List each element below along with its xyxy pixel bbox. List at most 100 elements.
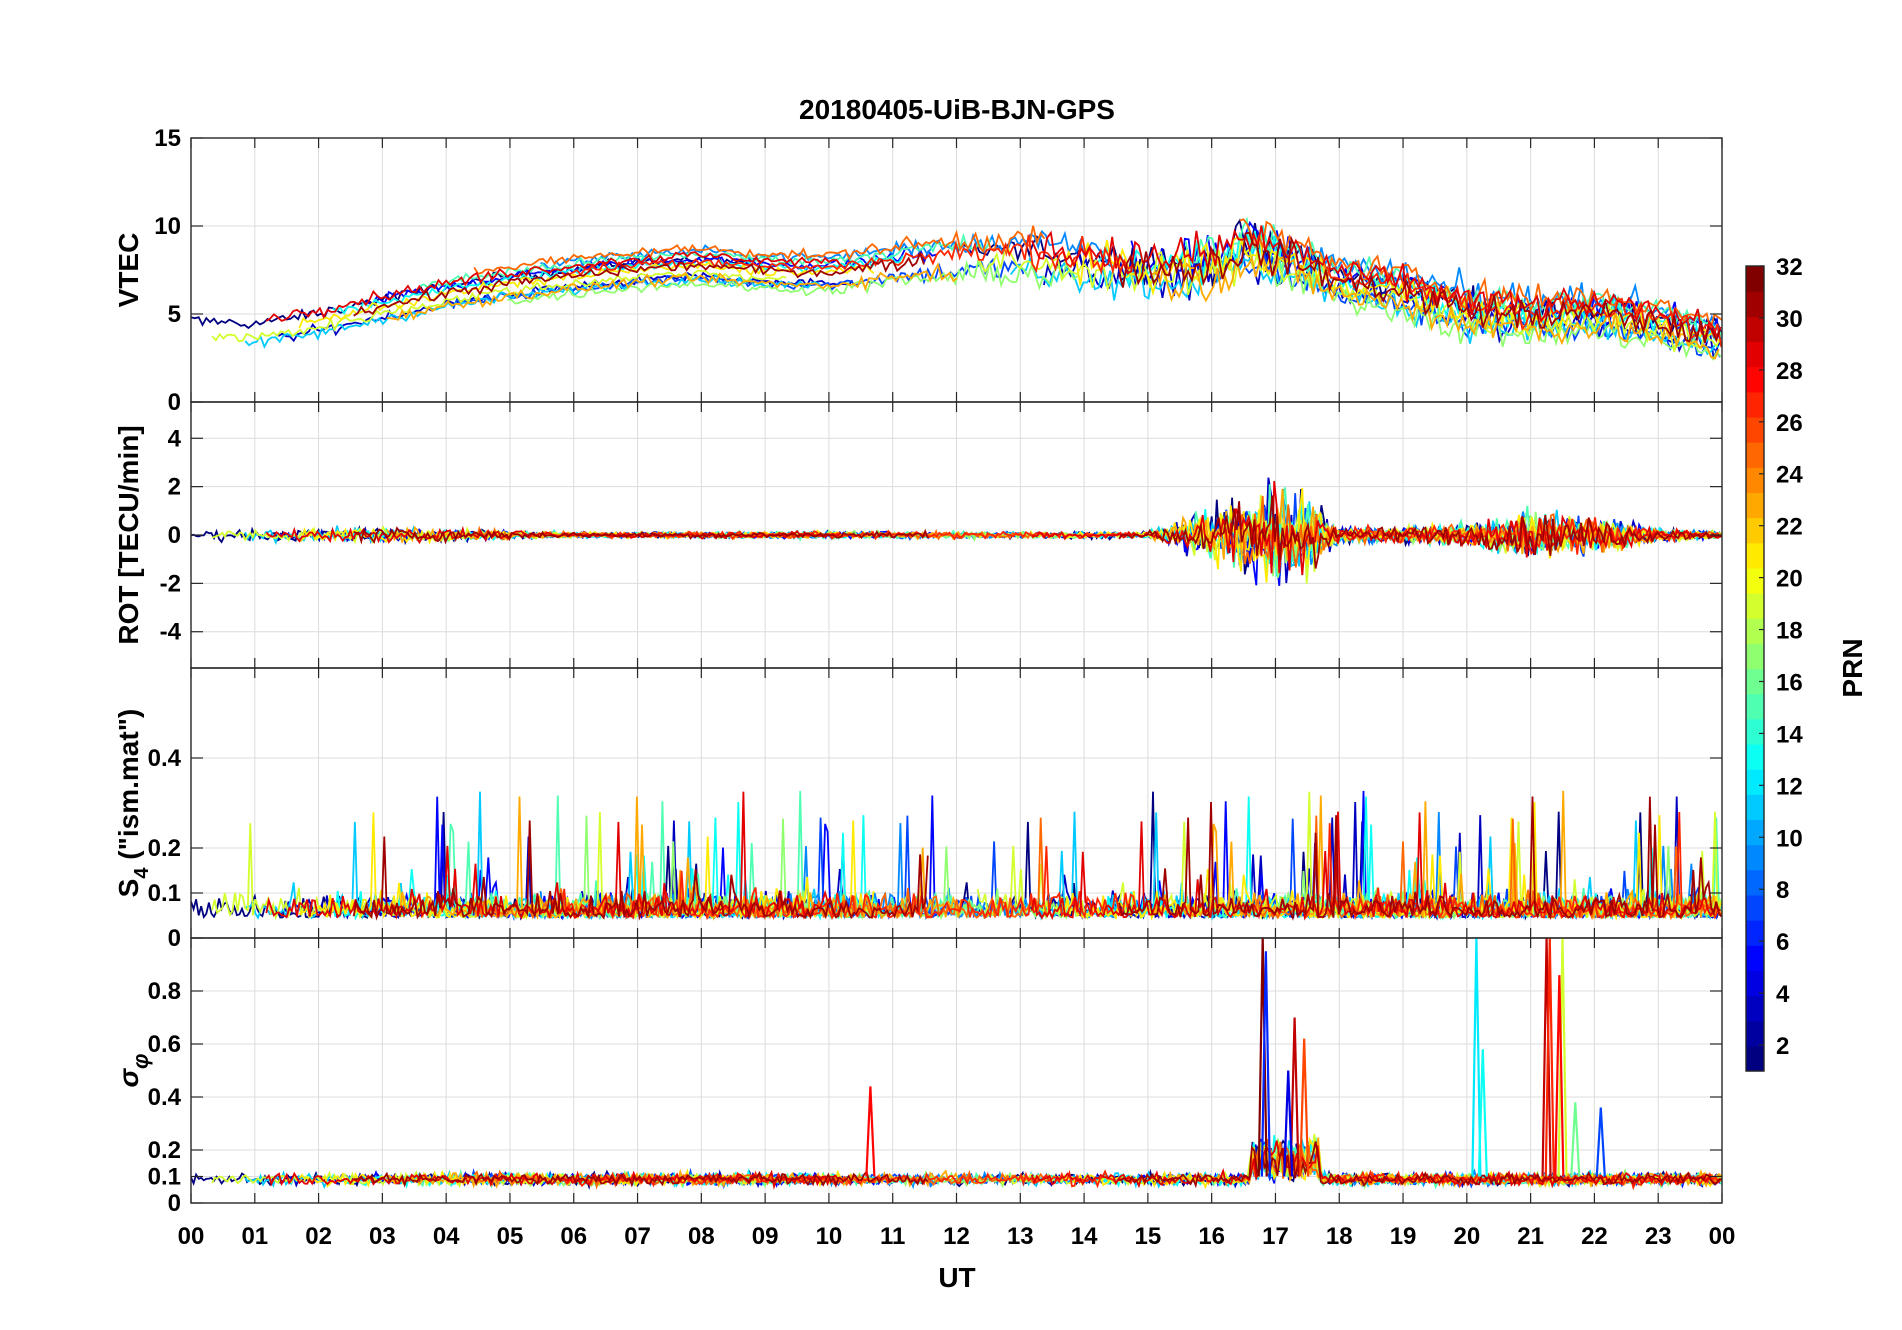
y-axis-label-vtec: VTEC <box>113 233 144 308</box>
colorbar-tick-label: 2 <box>1776 1033 1789 1060</box>
grid <box>191 137 1722 403</box>
colorbar-tick-label: 18 <box>1776 618 1803 645</box>
colorbar-tick-label: 12 <box>1776 773 1803 800</box>
y-tick-label: 0.4 <box>148 1084 182 1111</box>
x-tick-label: 13 <box>1007 1223 1034 1250</box>
y-tick-label: 10 <box>154 213 181 240</box>
colorbar-band <box>1746 643 1764 670</box>
colorbar-tick-label: 20 <box>1776 566 1803 593</box>
series-prn-29 <box>265 225 1722 340</box>
x-tick-label: 04 <box>433 1223 460 1250</box>
colorbar-tick-label: 30 <box>1776 306 1803 333</box>
x-tick-label: 21 <box>1517 1223 1544 1250</box>
spike <box>1570 1102 1581 1177</box>
y-tick-label: 0 <box>168 1190 181 1217</box>
colorbar-tick-label: 22 <box>1776 514 1803 541</box>
y-tick-label: 0.8 <box>148 978 181 1005</box>
x-tick-label: 18 <box>1326 1223 1353 1250</box>
series-prn-23 <box>386 255 1720 360</box>
colorbar-band <box>1746 1045 1764 1072</box>
y-tick-label: -4 <box>160 619 182 646</box>
x-axis-label: UT <box>938 1262 975 1293</box>
panel-s4: 0 0.1 0.2 0.4S4 ("ism.mat") <box>113 667 1723 952</box>
panel-vtec: 0 5 10 15 VTEC <box>113 125 1723 416</box>
colorbar-band <box>1746 542 1764 569</box>
colorbar-band <box>1746 693 1764 720</box>
colorbar-tick-label: 6 <box>1776 929 1789 956</box>
x-tick-label: 22 <box>1581 1223 1608 1250</box>
colorbar-band <box>1746 945 1764 971</box>
y-tick-label: 0.1 <box>148 1164 181 1191</box>
x-tick-label: 02 <box>305 1223 332 1250</box>
x-tick-label: 14 <box>1071 1223 1098 1250</box>
y-tick-label: 0.2 <box>148 835 181 862</box>
panel-rot: -4 -2 0 2 4 ROT [TECU/min] <box>113 401 1723 669</box>
colorbar-tick-label: 32 <box>1776 254 1803 281</box>
x-tick-labels: 00 01 02 03 04 05 06 07 08 09 10 11 12 13 14 15 16 17 18 19… <box>178 1223 1736 1250</box>
spike <box>865 1086 876 1177</box>
y-axis-label-rot: ROT [TECU/min] <box>113 425 144 644</box>
series-group <box>191 938 1722 1191</box>
spike <box>1260 951 1271 1177</box>
grid <box>191 938 1722 1204</box>
colorbar-band <box>1746 844 1764 871</box>
colorbar-band <box>1746 316 1764 343</box>
colorbar-band <box>1746 995 1764 1022</box>
colorbar-band <box>1746 869 1764 896</box>
spike <box>1544 938 1555 1177</box>
x-tick-label: 10 <box>816 1223 843 1250</box>
colorbar-band <box>1746 492 1764 519</box>
spike <box>1595 1107 1606 1177</box>
series-prn-31 <box>352 796 1722 921</box>
x-tick-label: 09 <box>752 1223 779 1250</box>
x-tick-label: 01 <box>241 1223 268 1250</box>
spike <box>1557 938 1568 1177</box>
series-group <box>191 216 1722 361</box>
spike <box>1554 975 1565 1177</box>
spike <box>1257 938 1268 1177</box>
x-tick-label: 20 <box>1453 1223 1480 1250</box>
y-tick-label: 0.2 <box>148 1137 181 1164</box>
y-tick-label: -2 <box>160 570 181 597</box>
x-tick-label: 08 <box>688 1223 715 1250</box>
spike <box>1541 938 1552 1177</box>
colorbar-band <box>1746 467 1764 494</box>
colorbar-band <box>1746 1020 1764 1047</box>
spike <box>1283 1070 1294 1177</box>
y-tick-label: 15 <box>154 125 181 152</box>
colorbar-band <box>1746 970 1764 997</box>
colorbar-band <box>1746 794 1764 821</box>
series-prn-27 <box>561 234 1722 348</box>
colorbar-label: PRN <box>1837 638 1868 697</box>
colorbar-tick-label: 8 <box>1776 877 1789 904</box>
colorbar-tick-label: 24 <box>1776 462 1803 489</box>
colorbar-band <box>1746 593 1764 619</box>
colorbar-band <box>1746 618 1764 644</box>
colorbar-band <box>1746 668 1764 695</box>
colorbar-band <box>1746 819 1764 846</box>
x-tick-label: 07 <box>624 1223 651 1250</box>
colorbar-tick-label: 16 <box>1776 669 1803 696</box>
colorbar-band <box>1746 567 1764 594</box>
spike <box>1477 1049 1488 1177</box>
y-tick-label: 0 <box>168 522 181 549</box>
y-tick-label: 5 <box>168 301 181 328</box>
panel-sigma_phi: 00.10.2 0.4 0.6 0.8 σφ <box>113 937 1723 1217</box>
x-tick-label: 16 <box>1198 1223 1225 1250</box>
x-tick-label: 19 <box>1390 1223 1417 1250</box>
x-tick-label: 00 <box>1709 1223 1736 1250</box>
y-axis-label-sigma_phi: σφ <box>113 1053 153 1087</box>
series-prn-31 <box>353 1141 1722 1189</box>
y-tick-label: 0.6 <box>148 1031 181 1058</box>
spike <box>1299 1038 1310 1177</box>
y-tick-label: 0 <box>168 389 181 416</box>
x-tick-label: 05 <box>497 1223 524 1250</box>
colorbar-band <box>1746 366 1764 393</box>
x-tick-label: 11 <box>880 1223 905 1250</box>
y-tick-label: 0.1 <box>148 880 181 907</box>
x-tick-label: 23 <box>1645 1223 1672 1250</box>
x-tick-label: 12 <box>943 1223 970 1250</box>
